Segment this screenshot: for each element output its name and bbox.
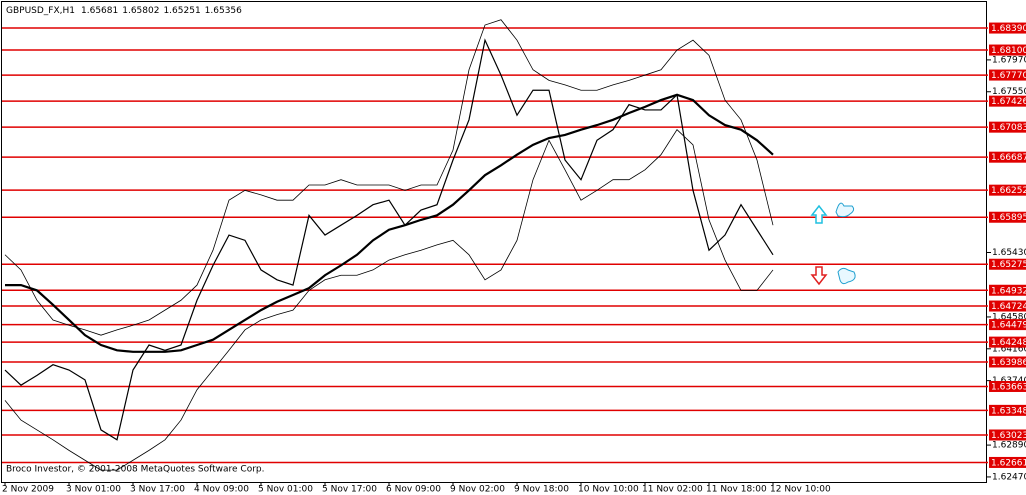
level-label-box [989, 211, 1026, 223]
level-label-box [989, 356, 1026, 368]
y-tick-label: 1.62890 [992, 441, 1026, 451]
level-label: 1.64248 [991, 338, 1026, 348]
level-label: 1.64932 [991, 286, 1026, 296]
ohlc-high: 1.65802 [122, 6, 159, 16]
level-label-box [989, 184, 1026, 196]
x-tick-label: 5 Nov 01:00 [258, 485, 313, 495]
level-label-box [989, 69, 1026, 81]
moving-average [5, 93, 774, 353]
copyright: Broco Investor, © 2001-2008 MetaQuotes S… [6, 465, 265, 475]
level-label-box [989, 121, 1026, 133]
y-tick-label: 1.67970 [992, 55, 1026, 65]
thumb-down-icon [837, 267, 856, 285]
x-tick-label: 11 Nov 02:00 [642, 485, 703, 495]
level-label: 1.64479 [991, 321, 1026, 331]
up-arrow [810, 204, 828, 224]
level-label-box [989, 44, 1026, 56]
band-line [4, 19, 774, 336]
ohlc-open: 1.65681 [81, 6, 118, 16]
series [4, 19, 774, 471]
level-label: 1.66252 [991, 186, 1026, 196]
thumb-up-icon [835, 202, 855, 218]
y-tick-label: 1.64580 [992, 312, 1026, 322]
x-tick-label: 5 Nov 17:00 [322, 485, 377, 495]
level-label-box [989, 284, 1026, 296]
level-label-box [989, 429, 1026, 441]
level-label: 1.67770 [991, 71, 1026, 81]
y-tick-label: 1.65430 [992, 248, 1026, 258]
level-label-box [989, 336, 1026, 348]
x-tick-label: 3 Nov 01:00 [66, 485, 121, 495]
x-tick-label: 2 Nov 2009 [2, 485, 54, 495]
level-label: 1.63986 [991, 358, 1026, 368]
ohlc-low: 1.65251 [163, 6, 200, 16]
band-line [4, 129, 774, 471]
x-tick-label: 11 Nov 18:00 [706, 485, 767, 495]
levels: 1.68390 1.68100 1.67770 1.67426 1.67083 1.666… [2, 22, 1026, 468]
y-tick-label: 1.62470 [992, 472, 1026, 482]
level-label: 1.62661 [991, 458, 1026, 468]
y-tick-label: 1.67550 [992, 87, 1026, 97]
price-line [4, 38, 774, 441]
level-label: 1.67083 [991, 123, 1026, 133]
level-label-box [989, 258, 1026, 270]
x-tick-label: 3 Nov 17:00 [130, 485, 185, 495]
x-tick-label: 9 Nov 02:00 [450, 485, 505, 495]
level-label-box [989, 22, 1026, 34]
y-tick-label: 1.64160 [992, 344, 1026, 354]
down-arrow [810, 266, 828, 286]
level-label: 1.63023 [991, 431, 1026, 441]
level-label: 1.68100 [991, 46, 1026, 56]
level-label-box [989, 404, 1026, 416]
level-label-box [989, 151, 1026, 163]
symbol: GBPUSD_FX,H1 [6, 6, 75, 16]
plot-frame [1, 1, 987, 483]
level-label: 1.67426 [991, 97, 1026, 107]
level-label-box [989, 456, 1026, 468]
x-tick-label: 4 Nov 09:00 [194, 485, 249, 495]
ticks: 1.679701.675501.654301.645801.641601.637… [2, 55, 1026, 494]
level-label: 1.68390 [991, 24, 1026, 34]
x-tick-label: 12 Nov 10:00 [770, 485, 831, 495]
x-tick-label: 10 Nov 10:00 [578, 485, 639, 495]
ohlc-close: 1.65356 [205, 6, 242, 16]
level-label-box [989, 95, 1026, 107]
level-label-box [989, 319, 1026, 331]
x-tick-label: 9 Nov 18:00 [514, 485, 569, 495]
level-label-box [989, 380, 1026, 392]
level-label: 1.63348 [991, 406, 1026, 416]
level-label: 1.65275 [991, 260, 1026, 270]
level-label: 1.63663 [991, 382, 1026, 392]
level-label: 1.65895 [991, 213, 1026, 223]
level-label: 1.64724 [991, 302, 1026, 312]
x-tick-label: 6 Nov 09:00 [386, 485, 441, 495]
chart-header: GBPUSD_FX,H1 1.65681 1.65802 1.65251 1.65356 [6, 6, 242, 16]
level-label: 1.66687 [991, 153, 1026, 163]
level-label-box [989, 300, 1026, 312]
